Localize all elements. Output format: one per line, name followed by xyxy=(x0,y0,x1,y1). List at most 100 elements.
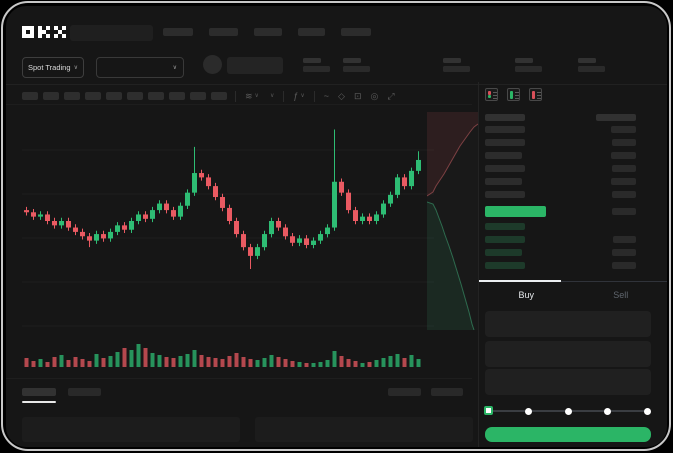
ask-price-placeholder xyxy=(485,191,525,198)
chart-settings-icon[interactable]: ◎ xyxy=(370,91,379,101)
ticker-stat-placeholder xyxy=(578,56,608,76)
amount-placeholder xyxy=(613,236,636,243)
ticker-stat-placeholder xyxy=(303,56,333,76)
interval-button-placeholder[interactable] xyxy=(64,92,80,100)
ask-price-placeholder xyxy=(485,152,522,159)
ask-price-placeholder xyxy=(485,178,522,185)
pair-name-placeholder xyxy=(227,57,283,74)
chart-layout-icon[interactable]: ∨ xyxy=(268,90,274,102)
market-type-label: Spot Trading xyxy=(28,63,71,72)
ticker-stat-placeholder xyxy=(343,56,373,76)
nav-item-placeholder[interactable] xyxy=(163,28,193,36)
order-book-row[interactable] xyxy=(479,152,667,159)
compare-icon[interactable]: ◇ xyxy=(338,91,345,101)
slider-stop[interactable] xyxy=(643,407,651,415)
buy-sell-tabs: Buy Sell xyxy=(479,286,667,304)
nav-item-placeholder[interactable] xyxy=(341,28,371,36)
nav-item-placeholder[interactable] xyxy=(209,28,238,36)
amount-placeholder xyxy=(611,178,636,185)
order-amount-field[interactable] xyxy=(485,341,651,367)
amount-placeholder xyxy=(612,249,636,256)
amount-placeholder xyxy=(611,126,636,133)
ticker-stat-placeholder xyxy=(515,56,545,76)
orders-content-placeholder xyxy=(22,417,240,442)
pair-selector-dropdown[interactable]: ∨ xyxy=(96,57,184,78)
toolbar-separator xyxy=(313,90,315,102)
last-price-indicator xyxy=(485,206,546,217)
ticker-stat-placeholder xyxy=(443,56,473,76)
order-total-field[interactable] xyxy=(485,369,651,395)
order-book-row[interactable] xyxy=(479,236,667,243)
interval-button-placeholder[interactable] xyxy=(148,92,164,100)
snapshot-icon[interactable]: ⊡ xyxy=(353,91,362,101)
interval-button-placeholder[interactable] xyxy=(190,92,206,100)
interval-button-placeholder[interactable] xyxy=(127,92,143,100)
order-book-row[interactable] xyxy=(479,191,667,198)
last-price-side-placeholder xyxy=(612,208,636,215)
candle-style-icon[interactable]: ≋ ∨ xyxy=(245,91,259,101)
nav-item-placeholder[interactable] xyxy=(254,28,282,36)
orders-tab-placeholder-active[interactable] xyxy=(22,388,56,396)
line-tools-icon[interactable]: ~ xyxy=(323,91,330,101)
interval-button-placeholder[interactable] xyxy=(43,92,59,100)
amount-placeholder xyxy=(612,191,636,198)
buy-submit-button[interactable] xyxy=(485,427,651,442)
ask-price-placeholder xyxy=(485,139,525,146)
ticker-stats-placeholders xyxy=(303,56,623,76)
depth-overlay xyxy=(427,112,478,330)
header-divider xyxy=(6,84,667,85)
slider-stop[interactable] xyxy=(564,407,572,415)
order-book-panel: Buy Sell xyxy=(478,82,667,447)
order-book-row[interactable] xyxy=(479,223,667,230)
toolbar-divider xyxy=(6,104,472,105)
chevron-down-icon: ∨ xyxy=(269,93,275,99)
chevron-down-icon: ∨ xyxy=(254,93,259,99)
ask-price-placeholder xyxy=(485,126,525,133)
interval-button-placeholder[interactable] xyxy=(169,92,185,100)
candlestick-chart[interactable] xyxy=(22,106,434,374)
book-bids-icon[interactable] xyxy=(507,88,520,101)
indicators-icon[interactable]: ƒ ∨ xyxy=(293,91,305,101)
book-asks-icon[interactable] xyxy=(529,88,542,101)
order-book-header-placeholder xyxy=(485,114,525,121)
buy-tab-indicator xyxy=(479,280,561,282)
interval-placeholders xyxy=(22,92,227,100)
order-book-row[interactable] xyxy=(479,178,667,185)
order-book-row[interactable] xyxy=(479,249,667,256)
interval-button-placeholder[interactable] xyxy=(211,92,227,100)
toolbar-separator xyxy=(235,90,236,102)
market-type-dropdown[interactable]: Spot Trading ∨ xyxy=(22,57,84,78)
tabs-divider xyxy=(479,281,667,282)
orders-content-placeholder xyxy=(255,417,473,442)
interval-button-placeholder[interactable] xyxy=(22,92,38,100)
orders-action-placeholder[interactable] xyxy=(388,388,421,396)
order-book-row[interactable] xyxy=(479,262,667,269)
buy-tab[interactable]: Buy xyxy=(518,290,534,300)
interval-button-placeholder[interactable] xyxy=(106,92,122,100)
book-combined-icon[interactable] xyxy=(485,88,498,101)
slider-stop[interactable] xyxy=(525,407,532,415)
bottom-divider xyxy=(6,378,472,379)
order-book-row[interactable] xyxy=(479,139,667,146)
search-bar-placeholder[interactable] xyxy=(70,25,153,41)
orders-tab-placeholder[interactable] xyxy=(68,388,101,396)
bid-price-placeholder xyxy=(485,262,525,269)
order-book-row[interactable] xyxy=(479,165,667,172)
bid-price-placeholder xyxy=(485,223,525,230)
order-book-row[interactable] xyxy=(479,126,667,133)
amount-placeholder xyxy=(612,139,636,146)
interval-button-placeholder[interactable] xyxy=(85,92,101,100)
slider-handle[interactable] xyxy=(484,406,493,415)
orders-action-placeholder[interactable] xyxy=(431,388,463,396)
chart-toolbar: ≋ ∨ ∨ ƒ ∨ ~ ◇ ⊡ ◎ ⤢ xyxy=(22,89,395,103)
slider-stop[interactable] xyxy=(604,407,611,415)
ask-price-placeholder xyxy=(485,165,525,172)
nav-item-placeholder[interactable] xyxy=(298,28,325,36)
order-price-field[interactable] xyxy=(485,311,651,337)
sell-tab[interactable]: Sell xyxy=(613,290,629,300)
fullscreen-icon[interactable]: ⤢ xyxy=(387,91,395,101)
chevron-down-icon: ∨ xyxy=(73,65,78,71)
order-book-header-placeholder xyxy=(596,114,636,121)
